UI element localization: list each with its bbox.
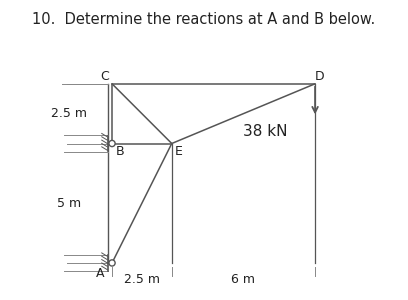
Text: 2.5 m: 2.5 m [51,107,87,120]
Text: 2.5 m: 2.5 m [124,273,160,286]
Text: D: D [315,70,325,83]
Text: 5 m: 5 m [57,197,81,210]
Text: C: C [100,70,109,83]
Text: E: E [175,146,183,158]
Text: 38 kN: 38 kN [244,124,288,139]
Text: 6 m: 6 m [231,273,255,286]
Circle shape [109,260,115,266]
Text: A: A [96,267,104,280]
Text: B: B [116,146,125,158]
Circle shape [109,140,115,147]
Text: 10.  Determine the reactions at A and B below.: 10. Determine the reactions at A and B b… [32,12,376,27]
